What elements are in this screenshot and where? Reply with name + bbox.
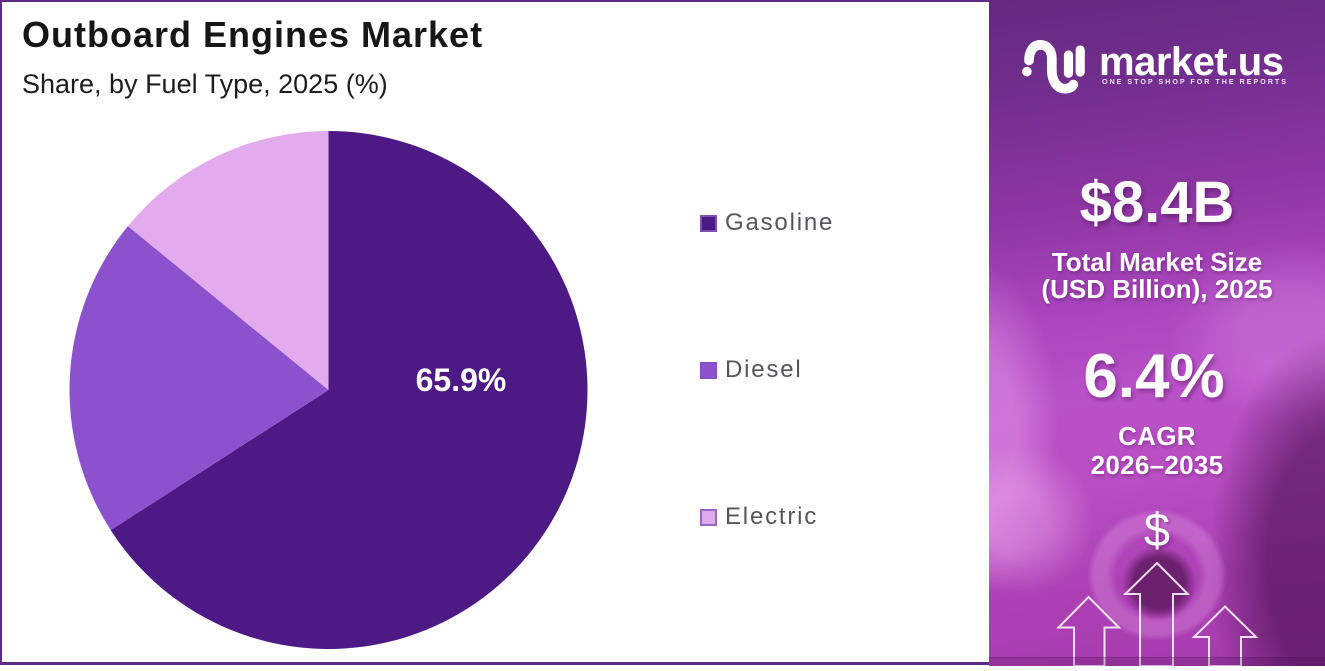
svg-text:market.us: market.us [1099, 40, 1283, 84]
svg-text:ONE STOP SHOP FOR THE REPORTS: ONE STOP SHOP FOR THE REPORTS [1102, 77, 1288, 86]
svg-text:65.9%: 65.9% [416, 362, 507, 398]
